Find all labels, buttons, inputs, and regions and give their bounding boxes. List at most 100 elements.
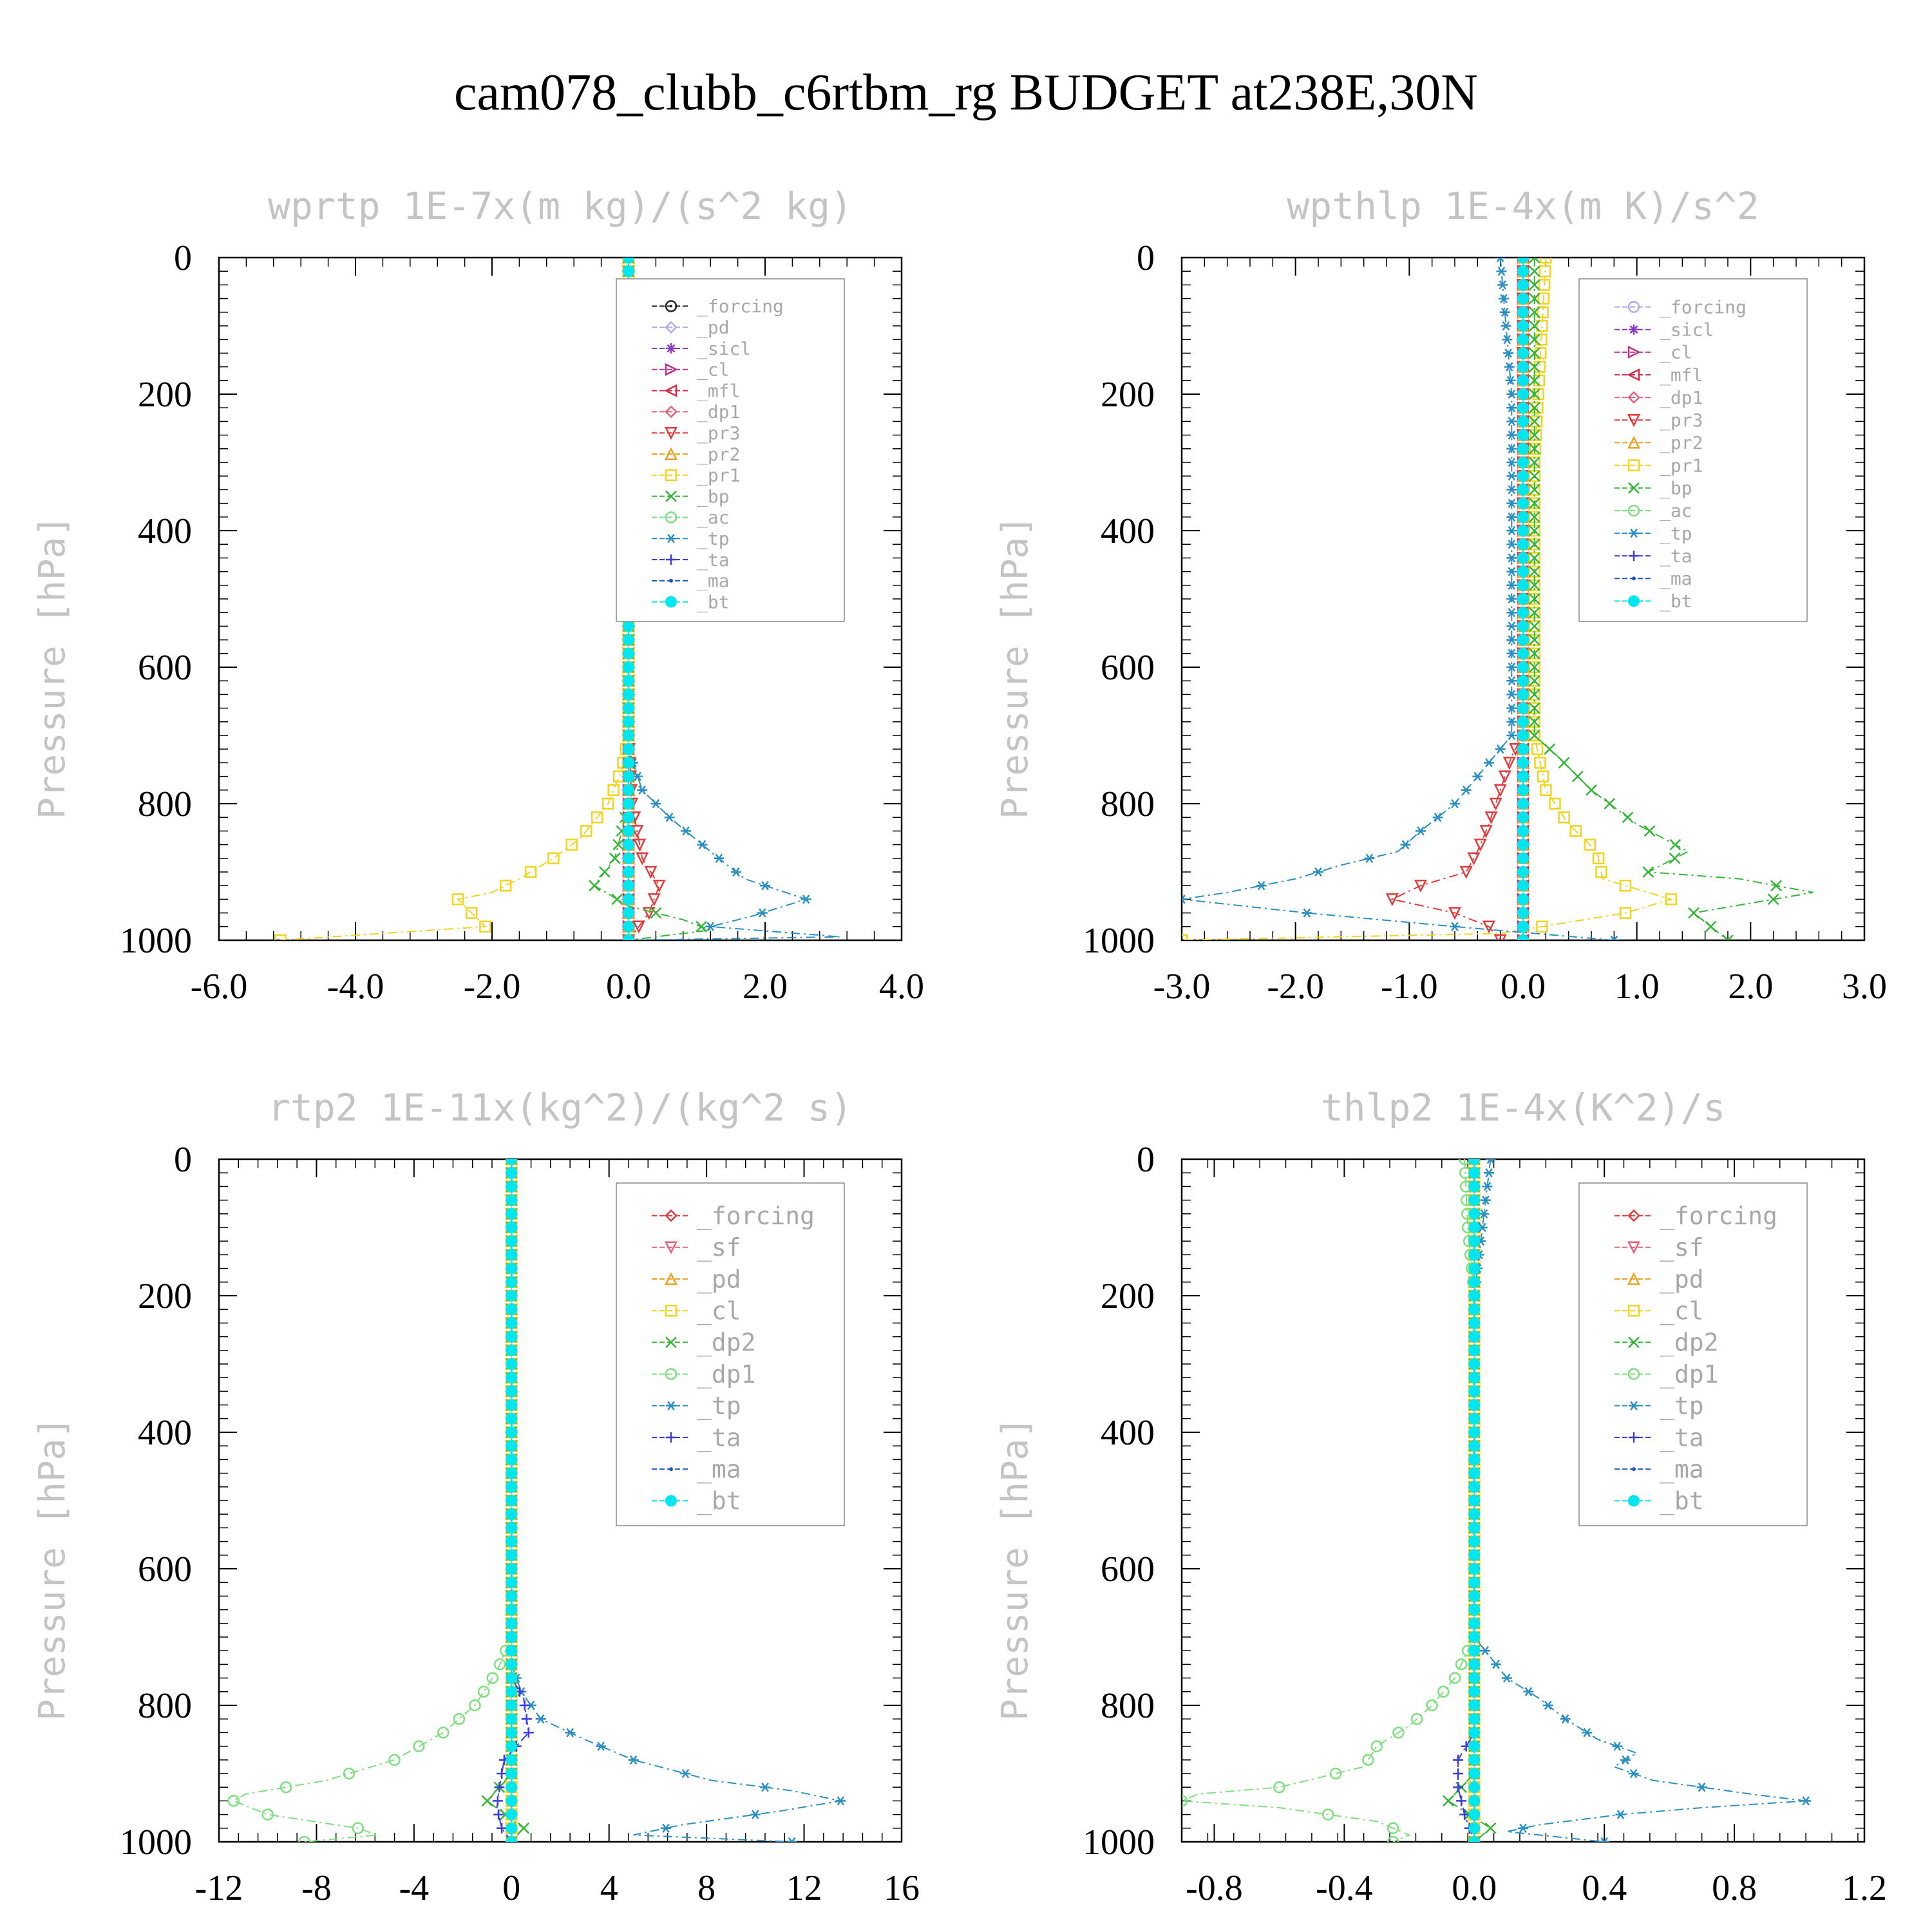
data-point [298,1835,310,1842]
data-point [1426,1699,1438,1712]
legend-marker [665,300,677,312]
legend-marker [1629,1401,1639,1410]
data-point [1385,893,1399,907]
data-point [506,1631,518,1643]
legend-marker [665,1336,677,1349]
legend-marker-center [670,305,672,308]
legend: _forcing_sf _pd _cl _dp2_dp1 _tp_ta _ma _bt [616,1182,845,1526]
data-point [1506,457,1517,468]
data-point [518,1822,530,1834]
data-point [1528,457,1540,468]
data-point [1468,1604,1481,1616]
y-tick-label: 0 [1137,1140,1155,1180]
y-tick-label: 600 [1101,648,1155,688]
data-point [1528,702,1540,714]
data-point [1517,920,1529,933]
x-tick-label: -3.0 [1153,967,1211,1007]
data-point [1468,1412,1481,1425]
data-point [1506,526,1517,536]
data-point [1517,361,1529,373]
data-point [1615,1810,1626,1819]
legend-marker [665,321,677,334]
data-point [1480,1646,1491,1656]
data-point [1506,553,1517,563]
x-tick-label: 1.2 [1842,1868,1887,1908]
y-tick-label: 0 [1137,238,1155,278]
legend-label: _pr1 [697,465,740,487]
data-point [1468,1372,1481,1384]
legend-marker [1628,1495,1640,1507]
data-point [279,1781,292,1794]
data-point [1496,267,1507,276]
data-point [599,866,611,878]
data-point [1485,1159,1496,1164]
legend-label: _ta [1660,1423,1704,1452]
data-point [506,1549,518,1561]
data-point [623,688,634,701]
data-point [1468,1317,1481,1329]
data-point [1484,811,1498,824]
x-tick-label: -4.0 [327,967,384,1007]
data-point [1528,647,1540,659]
data-point [705,922,716,931]
data-point [623,784,634,796]
data-point [1604,798,1616,810]
y-tick-label: 1000 [120,1823,192,1862]
data-point [1506,621,1517,631]
data-point [1517,730,1529,741]
data-point [1468,1631,1481,1643]
data-point [647,893,661,907]
data-point [1536,920,1548,933]
panel-title: thlp2 1E-4x(K^2)/s [1321,1086,1726,1130]
data-point [1364,853,1375,863]
data-point [1537,770,1549,782]
data-point [1517,593,1529,605]
data-point [1517,798,1529,810]
data-point [1528,402,1540,414]
y-tick-label: 0 [174,1140,192,1180]
legend-marker [1627,459,1640,471]
data-point [506,1235,518,1247]
panel-title: wprtp 1E-7x(m kg)/(s^2 kg) [268,184,853,228]
data-point [1490,1660,1501,1669]
panels: wprtp 1E-7x(m kg)/(s^2 kg) -6.0 -4.0 -2.0 0.… [32,184,1887,1908]
chart-panel-3: rtp2 1E-11x(kg^2)/(kg^2 s) -12 -8 -4 0 4 8 12 16… [32,1086,920,1908]
data-point [1528,525,1540,536]
legend-label: _forcing [697,1202,815,1231]
data-point [1467,852,1481,866]
data-point [1517,784,1529,796]
data-point [1801,1796,1812,1806]
data-point [497,1768,507,1779]
data-point [506,1795,518,1807]
legend-label: _dp1 [1660,387,1703,409]
data-point [506,1454,518,1466]
data-point [680,1768,691,1779]
legend-box [616,278,845,622]
data-point [623,825,634,837]
data-point [506,1495,518,1506]
data-point [1448,1672,1461,1684]
x-tick-label: -12 [195,1868,243,1908]
data-point [1517,661,1529,673]
data-point [1313,867,1323,877]
data-point [1468,1508,1481,1520]
legend-marker [665,490,677,502]
data-point [1528,675,1540,687]
legend-marker [666,554,676,565]
data-point [506,1467,518,1479]
data-point [1528,607,1540,619]
data-point [601,797,614,810]
y-tick-label: 800 [138,784,192,824]
series-line [628,258,840,940]
data-point [1468,1713,1481,1725]
x-tick-label: 4 [600,1868,618,1908]
data-point [469,1699,481,1712]
data-point [1448,907,1462,920]
x-tick-label: -0.4 [1316,1868,1373,1908]
figure-title: cam078_clubb_c6rtbm_rg BUDGET at238E,30N [454,64,1478,121]
data-point [506,1412,518,1425]
data-point [1479,825,1493,838]
data-point [1528,347,1540,359]
legend-label: _dp1 [697,1360,756,1389]
data-point [506,1672,518,1684]
